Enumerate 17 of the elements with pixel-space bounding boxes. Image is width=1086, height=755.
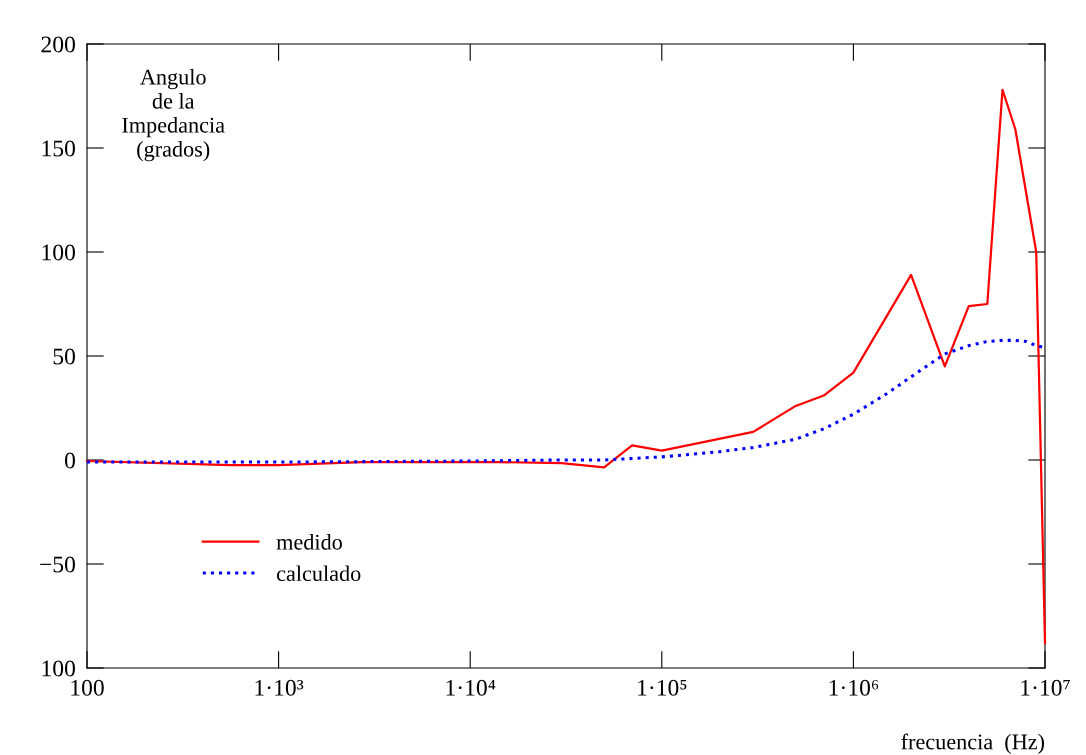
- x-tick-label: 1·10⁵: [638, 679, 687, 696]
- x-tick-label: 100: [71, 679, 104, 696]
- x-tick-label: 1·10⁶: [829, 679, 879, 696]
- y-tick-label: 100: [42, 244, 75, 261]
- y-tick-label: 50: [53, 348, 75, 365]
- y-axis-title: Angulo de la Impedancia (grados): [122, 68, 225, 162]
- y-tick-label: 200: [41, 36, 75, 53]
- x-tick-label: 1·10³: [255, 679, 304, 696]
- x-axis-title: frecuencia (Hz): [901, 733, 1045, 754]
- y-tick-label: 100: [42, 660, 75, 677]
- legend-label: medido: [276, 534, 342, 550]
- y-tick-label: 150: [42, 140, 75, 157]
- legend-label: calculado: [276, 565, 361, 582]
- x-tick-label: 1·10⁷: [1021, 679, 1070, 696]
- y-tick-label: 0: [64, 452, 75, 469]
- x-tick-label: 1·10⁴: [446, 679, 496, 696]
- y-tick-label: −50: [40, 556, 75, 573]
